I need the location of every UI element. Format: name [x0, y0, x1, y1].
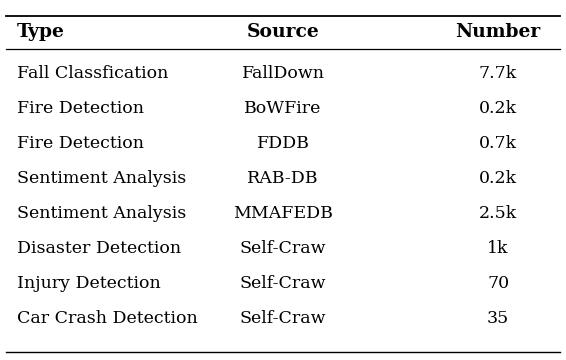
- Text: 0.2k: 0.2k: [479, 170, 517, 187]
- Text: Fire Detection: Fire Detection: [17, 135, 144, 152]
- Text: 35: 35: [487, 310, 509, 327]
- Text: 0.7k: 0.7k: [479, 135, 517, 152]
- Text: FDDB: FDDB: [256, 135, 310, 152]
- Text: Self-Craw: Self-Craw: [240, 310, 326, 327]
- Text: Car Crash Detection: Car Crash Detection: [17, 310, 198, 327]
- Text: Fall Classfication: Fall Classfication: [17, 65, 168, 82]
- Text: Self-Craw: Self-Craw: [240, 240, 326, 257]
- Text: Type: Type: [17, 23, 65, 41]
- Text: 1k: 1k: [487, 240, 509, 257]
- Text: Self-Craw: Self-Craw: [240, 275, 326, 292]
- Text: MMAFEDB: MMAFEDB: [233, 205, 333, 222]
- Text: Disaster Detection: Disaster Detection: [17, 240, 181, 257]
- Text: 7.7k: 7.7k: [479, 65, 517, 82]
- Text: 0.2k: 0.2k: [479, 100, 517, 117]
- Text: Sentiment Analysis: Sentiment Analysis: [17, 205, 186, 222]
- Text: Number: Number: [456, 23, 541, 41]
- Text: Source: Source: [247, 23, 319, 41]
- Text: 2.5k: 2.5k: [479, 205, 517, 222]
- Text: BoWFire: BoWFire: [245, 100, 321, 117]
- Text: Sentiment Analysis: Sentiment Analysis: [17, 170, 186, 187]
- Text: RAB-DB: RAB-DB: [247, 170, 319, 187]
- Text: Fire Detection: Fire Detection: [17, 100, 144, 117]
- Text: Injury Detection: Injury Detection: [17, 275, 161, 292]
- Text: 70: 70: [487, 275, 509, 292]
- Text: FallDown: FallDown: [242, 65, 324, 82]
